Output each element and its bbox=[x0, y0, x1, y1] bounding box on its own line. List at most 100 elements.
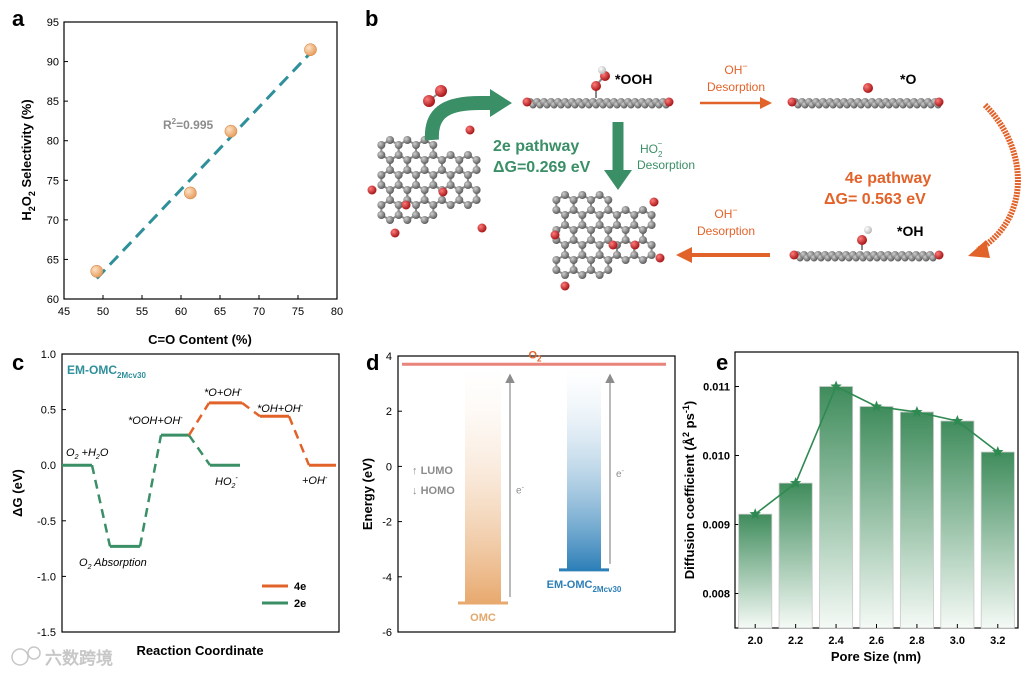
bar-e bbox=[980, 451, 1015, 629]
x-tick-label-a: 80 bbox=[331, 306, 343, 318]
oxygen-atom bbox=[550, 230, 560, 240]
oh-desorption-1-ion: OH− bbox=[724, 61, 747, 77]
carbon-atom bbox=[647, 221, 656, 229]
connector-2e bbox=[187, 434, 212, 466]
curved-arrow-2e-head bbox=[490, 89, 512, 117]
carbon-atom bbox=[455, 196, 464, 204]
arrow-oh-desorption-1-head bbox=[760, 97, 772, 109]
panel-c-title: EM-OMC2Mcv30 bbox=[67, 363, 146, 380]
watermark-logo-icon bbox=[11, 648, 29, 666]
lumo-label: ↑ LUMO bbox=[412, 465, 453, 477]
y-tick-label-a: 65 bbox=[47, 254, 59, 266]
carbon-atom bbox=[569, 256, 578, 264]
y-axis-label-c: ΔG (eV) bbox=[10, 469, 25, 517]
y-tick-label-c: 0.0 bbox=[41, 460, 56, 472]
o2-oxygen-atom bbox=[423, 95, 435, 107]
carbon-atom bbox=[420, 186, 429, 194]
carbon-atom bbox=[552, 256, 561, 264]
carbon-atom bbox=[446, 181, 455, 189]
carbon-atom bbox=[386, 216, 394, 224]
edge-oxygen-atom bbox=[934, 97, 944, 107]
carbon-atom bbox=[420, 166, 429, 174]
y-tick-label-c: -1.5 bbox=[37, 627, 56, 639]
oh-desorption-2-ion: OH− bbox=[714, 205, 737, 221]
carbon-atom bbox=[386, 136, 394, 144]
bar-e bbox=[819, 386, 854, 629]
x-tick-label-a: 55 bbox=[136, 306, 148, 318]
axes-frame-d bbox=[397, 355, 676, 633]
oxygen-atom bbox=[367, 185, 377, 195]
carbon-atom bbox=[455, 166, 464, 174]
carbon-atom bbox=[595, 191, 604, 199]
graphene-sheet-ooh bbox=[522, 66, 674, 109]
x-tick-label-a: 60 bbox=[175, 306, 187, 318]
oh-desorption-2-text: Desorption bbox=[697, 224, 755, 238]
carbon-atom bbox=[552, 196, 561, 204]
y-tick-label-a: 90 bbox=[47, 57, 59, 69]
legend-4e-label: 4e bbox=[294, 581, 306, 593]
ooh-oxygen-atom bbox=[591, 81, 601, 91]
carbon-atom bbox=[411, 211, 420, 219]
carbon-atom bbox=[586, 266, 595, 274]
ho2-desorption-text: Desorption bbox=[637, 158, 695, 172]
carbon-atom bbox=[394, 141, 403, 149]
carbon-atom bbox=[612, 251, 621, 259]
oxygen-atom bbox=[655, 253, 665, 263]
graphene-sheet-oh bbox=[789, 226, 944, 262]
carbon-atom bbox=[604, 226, 613, 234]
carbon-atom bbox=[437, 156, 446, 164]
step-label-ooh: *OOH+OH- bbox=[128, 415, 183, 427]
data-point-a bbox=[184, 186, 197, 200]
carbon-atom bbox=[647, 241, 656, 249]
y-tick-label-d: 4 bbox=[386, 351, 392, 363]
carbon-atom bbox=[569, 206, 578, 214]
y-axis-label-e: Diffusion coefficient (Å2 ps-1) bbox=[681, 401, 697, 579]
carbon-atom bbox=[403, 136, 412, 144]
y-tick-label-a: 80 bbox=[47, 136, 59, 148]
energy-levels: O2 e- OMC e- EM-OMC2Mcv30 bbox=[402, 349, 666, 624]
panel-a: a 45 50 55 60 65 70 75 80 60 65 70 75 80 85 90 95 R2=0… bbox=[12, 6, 343, 347]
trend-line-e bbox=[749, 380, 1004, 519]
carbon-atom bbox=[604, 256, 613, 264]
step-label-ho2: HO2- bbox=[215, 475, 238, 490]
carbon-atom bbox=[561, 241, 569, 249]
star-marker-e bbox=[789, 477, 802, 488]
carbon-atom bbox=[638, 256, 647, 264]
carbon-atom bbox=[621, 226, 630, 234]
carbon-atom bbox=[394, 151, 403, 159]
carbon-atom bbox=[472, 166, 481, 174]
carbon-atom bbox=[411, 141, 420, 149]
x-tick-label-e: 2.0 bbox=[748, 635, 763, 647]
bar-e bbox=[738, 513, 773, 629]
star-marker-e bbox=[870, 400, 883, 412]
carbon-atom bbox=[638, 226, 647, 234]
carbon-atom bbox=[604, 196, 613, 204]
x-axis-label-a: C=O Content (%) bbox=[148, 332, 252, 347]
carbon-atom bbox=[578, 221, 587, 229]
carbon-atom bbox=[385, 166, 394, 174]
x-tick-label-a: 65 bbox=[214, 306, 226, 318]
data-point-a bbox=[90, 264, 104, 278]
carbon-atom bbox=[561, 271, 569, 279]
carbon-atom bbox=[463, 201, 472, 209]
y-tick-label-d: -6 bbox=[382, 627, 392, 639]
carbon-atom bbox=[386, 156, 394, 164]
carbon-atom bbox=[411, 181, 420, 189]
oh-hydrogen-atom bbox=[864, 226, 872, 234]
carbon-atom bbox=[394, 171, 403, 179]
y-tick-label-a: 75 bbox=[47, 175, 59, 187]
connector-2e bbox=[90, 464, 112, 547]
edge-oxygen-atom bbox=[934, 250, 944, 260]
carbon-atom bbox=[612, 221, 621, 229]
carbon-atom bbox=[403, 156, 412, 164]
carbon-atom bbox=[586, 256, 595, 264]
star-marker-e bbox=[749, 508, 761, 519]
two-e-pathway-title: 2e pathway bbox=[493, 138, 579, 155]
carbon-atom bbox=[377, 201, 386, 209]
edge-oxygen-atom bbox=[664, 97, 674, 107]
y-tick-label-a: 70 bbox=[47, 215, 59, 227]
x-tick-label-a: 75 bbox=[292, 306, 304, 318]
y-tick-label-e: 0.009 bbox=[702, 520, 730, 532]
y-tick-label-a: 60 bbox=[47, 294, 59, 306]
